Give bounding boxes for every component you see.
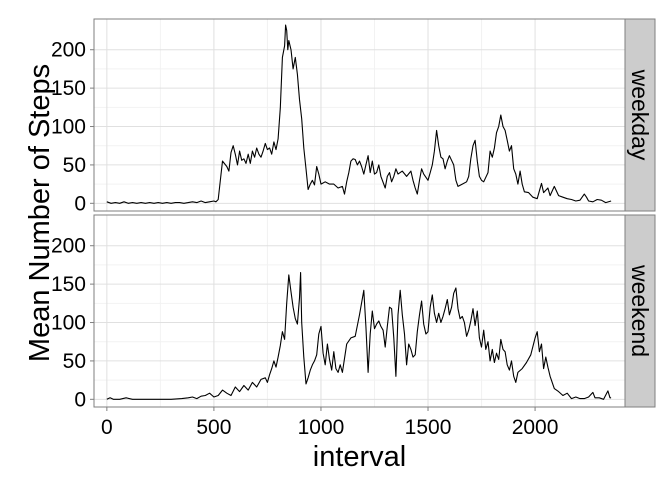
panel-background	[94, 19, 625, 211]
panel-background	[94, 215, 625, 407]
series-line-weekend	[106, 272, 612, 400]
x-axis: 0 500 1000 1500 2000	[101, 407, 558, 439]
facet-panels: 0 50 100 150 200 weekday 0 50 100 150 200 weekend	[51, 18, 656, 411]
x-tick-label: 2000	[512, 416, 559, 439]
y-axis-title: Mean Number of Steps	[24, 64, 56, 362]
y-tick-label: 0	[74, 388, 86, 411]
facet-panel-weekend: 0 50 100 150 200 weekend	[51, 214, 656, 411]
y-tick-label: 50	[63, 350, 86, 373]
series-line-weekday	[106, 24, 612, 204]
y-tick-label: 150	[51, 77, 86, 100]
facet-strip-label: weekend	[627, 264, 653, 357]
x-axis-title: interval	[313, 441, 407, 473]
facet-strip	[624, 18, 656, 212]
x-tick-label: 500	[196, 416, 231, 439]
facet-strip	[624, 214, 656, 408]
facet-panel-weekday: 0 50 100 150 200 weekday	[51, 18, 656, 215]
y-tick-label: 150	[51, 273, 86, 296]
y-tick-label: 200	[51, 235, 86, 258]
y-tick-label: 100	[51, 312, 86, 335]
x-tick-label: 1000	[298, 416, 345, 439]
y-tick-label: 200	[51, 39, 86, 62]
y-tick-label: 100	[51, 116, 86, 139]
facet-strip-label: weekday	[627, 69, 653, 161]
x-tick-label: 0	[101, 416, 113, 439]
y-tick-label: 0	[74, 192, 86, 215]
y-tick-label: 50	[63, 154, 86, 177]
x-tick-label: 1500	[405, 416, 452, 439]
